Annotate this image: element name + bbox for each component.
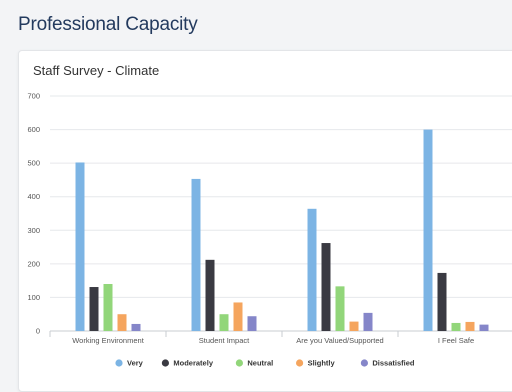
bar-chart: 0 100 200 300 400 500 600 700 Working Environme… [27, 92, 512, 368]
bar-very[interactable] [75, 162, 85, 331]
y-tick-label: 100 [27, 293, 40, 302]
legend-label: Slightly [308, 359, 336, 368]
x-tick-label: Student Impact [199, 336, 250, 345]
page-title: Professional Capacity [18, 14, 198, 35]
bar-slightly[interactable] [349, 321, 359, 331]
legend-label: Moderately [173, 359, 213, 368]
x-tick-label: I Feel Safe [438, 336, 474, 345]
bar-moderately[interactable] [321, 243, 331, 331]
x-axis: Working Environment Student Impact Are you… [49, 331, 474, 345]
y-tick-label: 400 [27, 192, 40, 201]
legend-label: Very [127, 359, 144, 368]
x-tick-label: Working Environment [72, 336, 144, 345]
bar-very[interactable] [423, 129, 433, 331]
bar-dissatisfied[interactable] [363, 312, 373, 331]
bar-very[interactable] [191, 178, 201, 331]
bar-slightly[interactable] [233, 302, 243, 331]
y-tick-label: 200 [27, 259, 40, 268]
bar-neutral[interactable] [335, 286, 345, 331]
legend: Very Moderately Neutral Slightly Dissatisfie… [115, 359, 415, 368]
y-tick-label: 500 [27, 159, 40, 168]
legend-label: Dissatisfied [372, 359, 415, 368]
bar-slightly[interactable] [117, 314, 127, 331]
bar-very[interactable] [307, 208, 317, 331]
legend-item-moderately[interactable]: Moderately [161, 359, 214, 368]
legend-swatch [360, 359, 368, 367]
y-tick-label: 600 [27, 125, 40, 134]
bar-moderately[interactable] [437, 272, 447, 331]
legend-item-slightly[interactable]: Slightly [296, 359, 336, 368]
chart-title: Staff Survey - Climate [33, 63, 160, 78]
bar-moderately[interactable] [89, 287, 99, 331]
bar-moderately[interactable] [205, 259, 215, 331]
y-axis: 0 100 200 300 400 500 600 700 [27, 92, 40, 336]
legend-label: Neutral [247, 359, 273, 368]
chart-card: Staff Survey - Climate 0 100 200 300 400 500 6… [18, 50, 512, 392]
y-tick-label: 300 [27, 226, 40, 235]
bar-neutral[interactable] [219, 314, 229, 331]
bar-neutral[interactable] [451, 322, 461, 331]
bar-dissatisfied[interactable] [479, 324, 489, 331]
bar-neutral[interactable] [103, 284, 113, 331]
x-tick-label: Are you Valued/Supported [296, 336, 383, 345]
bars [75, 129, 489, 331]
legend-swatch [115, 359, 123, 367]
y-tick-label: 0 [36, 327, 40, 336]
legend-item-dissatisfied[interactable]: Dissatisfied [360, 359, 415, 368]
bar-dissatisfied[interactable] [131, 323, 141, 331]
legend-item-neutral[interactable]: Neutral [235, 359, 273, 368]
legend-swatch [235, 359, 243, 367]
legend-swatch [161, 359, 169, 367]
bar-slightly[interactable] [465, 321, 475, 331]
legend-item-very[interactable]: Very [115, 359, 144, 368]
bar-dissatisfied[interactable] [247, 316, 257, 331]
y-tick-label: 700 [27, 92, 40, 101]
legend-swatch [296, 359, 304, 367]
